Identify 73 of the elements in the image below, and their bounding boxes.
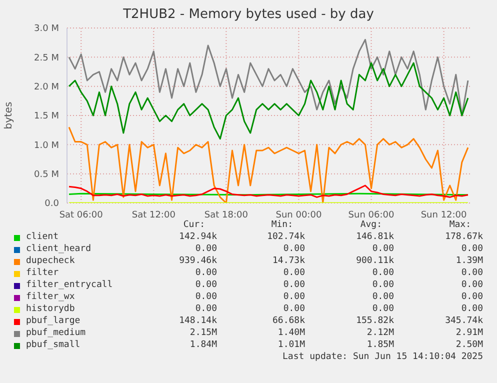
text: Last update: Sun Jun 15 14:10:04 2025 xyxy=(282,352,483,362)
text: 1.40M xyxy=(278,328,305,338)
text: 146.81k xyxy=(356,232,394,242)
legend-label: client xyxy=(26,232,59,242)
legend-label: filter_entrycall xyxy=(26,280,113,290)
text: 0.00 xyxy=(283,268,305,278)
legend-label: historydb xyxy=(26,304,75,314)
line-series xyxy=(68,184,469,198)
text: 2.15M xyxy=(190,328,217,338)
text: 155.82k xyxy=(356,316,394,326)
y-axis-title: bytes xyxy=(4,102,15,130)
text: 2.50M xyxy=(456,340,483,350)
x-tick-label: Sun 06:00 xyxy=(348,210,394,220)
text: 0.00 xyxy=(372,280,394,290)
text: 66.68k xyxy=(272,316,305,326)
text: 0.00 xyxy=(461,280,483,290)
text: 0.00 xyxy=(461,244,483,254)
y-tick-label: 0.0 xyxy=(44,199,60,210)
line-series xyxy=(68,62,469,140)
chart-title: T2HUB2 - Memory bytes used - by day xyxy=(122,7,375,22)
line-series xyxy=(68,126,469,203)
text: 1.39M xyxy=(456,256,483,266)
text: 0.00 xyxy=(372,292,394,302)
text: 142.94k xyxy=(179,232,217,242)
y-tick-label: 0.5 M xyxy=(34,170,59,180)
legend-label: dupecheck xyxy=(26,256,75,266)
text: 0.00 xyxy=(195,280,217,290)
text: 0.00 xyxy=(372,304,394,314)
text: 0.00 xyxy=(195,304,217,314)
text: 0.00 xyxy=(283,280,305,290)
text: 0.00 xyxy=(461,268,483,278)
text: 148.14k xyxy=(179,316,217,326)
text: 178.67k xyxy=(445,232,483,242)
text: 1.01M xyxy=(278,340,305,350)
y-tick-label: 3.0 M xyxy=(34,24,59,34)
text: 0.00 xyxy=(283,292,305,302)
text: 345.74k xyxy=(445,316,483,326)
text: 102.74k xyxy=(267,232,305,242)
y-tick-label: 1.0 M xyxy=(34,140,59,151)
legend-label: client_heard xyxy=(26,244,92,254)
text: 0.00 xyxy=(195,244,217,254)
text: 0.00 xyxy=(283,304,305,314)
y-tick-label: 1.5 M xyxy=(34,112,59,122)
text: 0.00 xyxy=(195,268,217,278)
text: 900.11k xyxy=(356,256,394,266)
text: 0.00 xyxy=(461,292,483,302)
text: Avg: xyxy=(360,220,382,230)
text: 2.91M xyxy=(456,328,483,338)
text: 0.00 xyxy=(372,268,394,278)
x-tick-label: Sun 00:00 xyxy=(276,210,322,220)
text: Max: xyxy=(449,220,471,230)
x-tick-label: Sat 06:00 xyxy=(59,210,104,220)
y-tick-label: 2.5 M xyxy=(34,53,59,64)
legend-label: pbuf_small xyxy=(26,340,80,350)
legend-label: pbuf_large xyxy=(26,316,80,326)
text: 1.84M xyxy=(190,340,217,350)
legend-label: filter xyxy=(26,268,59,278)
text: 0.00 xyxy=(461,304,483,314)
x-tick-label: Sun 12:00 xyxy=(420,210,468,220)
text: Min: xyxy=(271,220,293,230)
text: Cur: xyxy=(183,220,205,230)
text: 14.73k xyxy=(272,256,305,266)
x-tick-label: Sat 18:00 xyxy=(204,210,248,220)
text: 0.00 xyxy=(195,292,217,302)
text: 939.46k xyxy=(179,256,217,266)
legend-label: pbuf_medium xyxy=(26,328,86,338)
y-tick-label: 2.0 M xyxy=(34,82,59,93)
text: 2.12M xyxy=(366,328,394,338)
x-tick-label: Sat 12:00 xyxy=(132,210,176,220)
text: 0.00 xyxy=(283,244,305,254)
legend-label: filter_wx xyxy=(26,292,75,302)
text: 1.85M xyxy=(366,340,394,350)
text: 0.00 xyxy=(372,244,394,254)
